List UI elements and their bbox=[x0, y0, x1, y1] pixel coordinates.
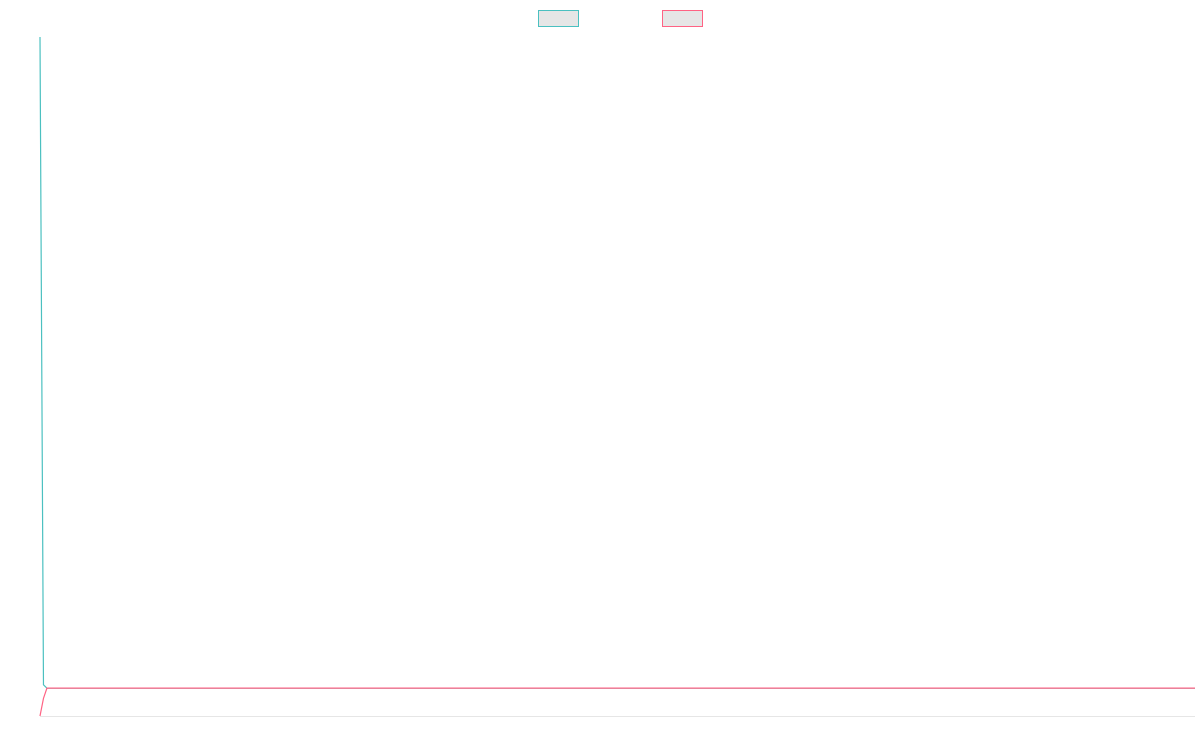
series-line bbox=[39, 36, 1195, 689]
series-line bbox=[39, 687, 1195, 717]
legend-swatch[interactable] bbox=[662, 10, 703, 27]
legend-swatch[interactable] bbox=[538, 10, 579, 27]
